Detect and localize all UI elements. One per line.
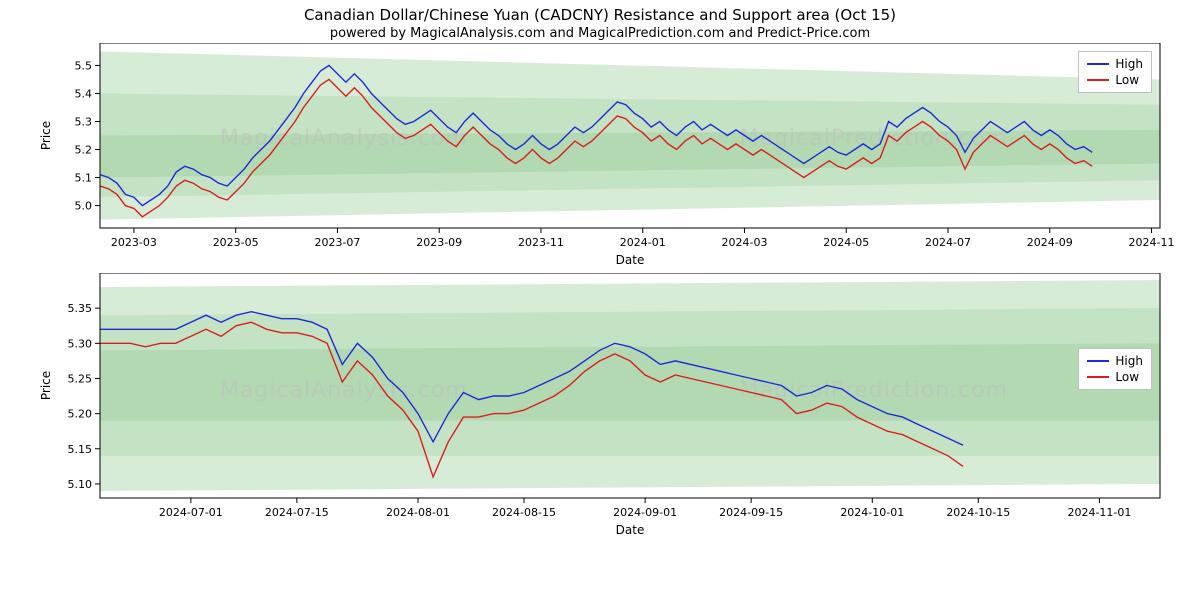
svg-text:2024-07-15: 2024-07-15	[265, 506, 329, 519]
svg-text:2024-09: 2024-09	[1027, 236, 1073, 249]
svg-text:5.4: 5.4	[75, 87, 93, 100]
chart-subtitle: powered by MagicalAnalysis.com and Magic…	[0, 24, 1200, 43]
top-chart: MagicalAnalysis.comMagicalPrediction.com…	[20, 43, 1180, 273]
svg-text:5.10: 5.10	[68, 478, 93, 491]
page-root: Canadian Dollar/Chinese Yuan (CADCNY) Re…	[0, 0, 1200, 600]
svg-text:2024-09-01: 2024-09-01	[613, 506, 677, 519]
svg-text:2024-01: 2024-01	[620, 236, 666, 249]
legend-label-low: Low	[1115, 369, 1139, 385]
bottom-chart: MagicalAnalysis.comMagicalPrediction.com…	[20, 273, 1180, 553]
svg-text:2024-10-01: 2024-10-01	[840, 506, 904, 519]
svg-text:5.30: 5.30	[68, 337, 93, 350]
svg-text:Price: Price	[39, 121, 53, 150]
svg-text:2024-11: 2024-11	[1129, 236, 1175, 249]
legend-row-low: Low	[1087, 369, 1143, 385]
svg-text:2023-05: 2023-05	[213, 236, 259, 249]
top-chart-svg: MagicalAnalysis.comMagicalPrediction.com…	[20, 43, 1180, 273]
chart-title: Canadian Dollar/Chinese Yuan (CADCNY) Re…	[0, 0, 1200, 24]
svg-text:Date: Date	[616, 523, 645, 537]
svg-text:2024-07: 2024-07	[925, 236, 971, 249]
svg-text:2023-07: 2023-07	[314, 236, 360, 249]
legend-row-high: High	[1087, 353, 1143, 369]
legend-line-low-icon	[1087, 376, 1109, 378]
svg-text:5.5: 5.5	[75, 59, 93, 72]
legend-line-high-icon	[1087, 360, 1109, 362]
svg-text:MagicalAnalysis.com: MagicalAnalysis.com	[220, 378, 468, 403]
bottom-legend: High Low	[1078, 348, 1152, 390]
svg-text:MagicalAnalysis.com: MagicalAnalysis.com	[220, 126, 468, 151]
svg-text:2024-11-01: 2024-11-01	[1067, 506, 1131, 519]
svg-text:5.3: 5.3	[75, 115, 93, 128]
legend-label-high: High	[1115, 56, 1143, 72]
svg-text:Price: Price	[39, 371, 53, 400]
legend-line-high-icon	[1087, 63, 1109, 65]
svg-text:5.25: 5.25	[68, 372, 93, 385]
svg-text:5.2: 5.2	[75, 144, 93, 157]
svg-text:2024-08-01: 2024-08-01	[386, 506, 450, 519]
svg-text:2024-08-15: 2024-08-15	[492, 506, 556, 519]
svg-text:5.1: 5.1	[75, 172, 93, 185]
legend-row-high: High	[1087, 56, 1143, 72]
svg-text:2024-10-15: 2024-10-15	[946, 506, 1010, 519]
svg-text:Date: Date	[616, 253, 645, 267]
svg-text:2024-07-01: 2024-07-01	[159, 506, 223, 519]
svg-text:5.15: 5.15	[68, 443, 93, 456]
legend-line-low-icon	[1087, 79, 1109, 81]
svg-text:5.35: 5.35	[68, 302, 93, 315]
svg-text:2023-11: 2023-11	[518, 236, 564, 249]
legend-label-low: Low	[1115, 72, 1139, 88]
svg-text:5.0: 5.0	[75, 200, 93, 213]
legend-label-high: High	[1115, 353, 1143, 369]
svg-text:2023-03: 2023-03	[111, 236, 157, 249]
svg-text:5.20: 5.20	[68, 408, 93, 421]
bottom-chart-svg: MagicalAnalysis.comMagicalPrediction.com…	[20, 273, 1180, 553]
svg-text:2024-03: 2024-03	[721, 236, 767, 249]
top-legend: High Low	[1078, 51, 1152, 93]
svg-text:2023-09: 2023-09	[416, 236, 462, 249]
legend-row-low: Low	[1087, 72, 1143, 88]
svg-text:2024-05: 2024-05	[823, 236, 869, 249]
svg-text:2024-09-15: 2024-09-15	[719, 506, 783, 519]
